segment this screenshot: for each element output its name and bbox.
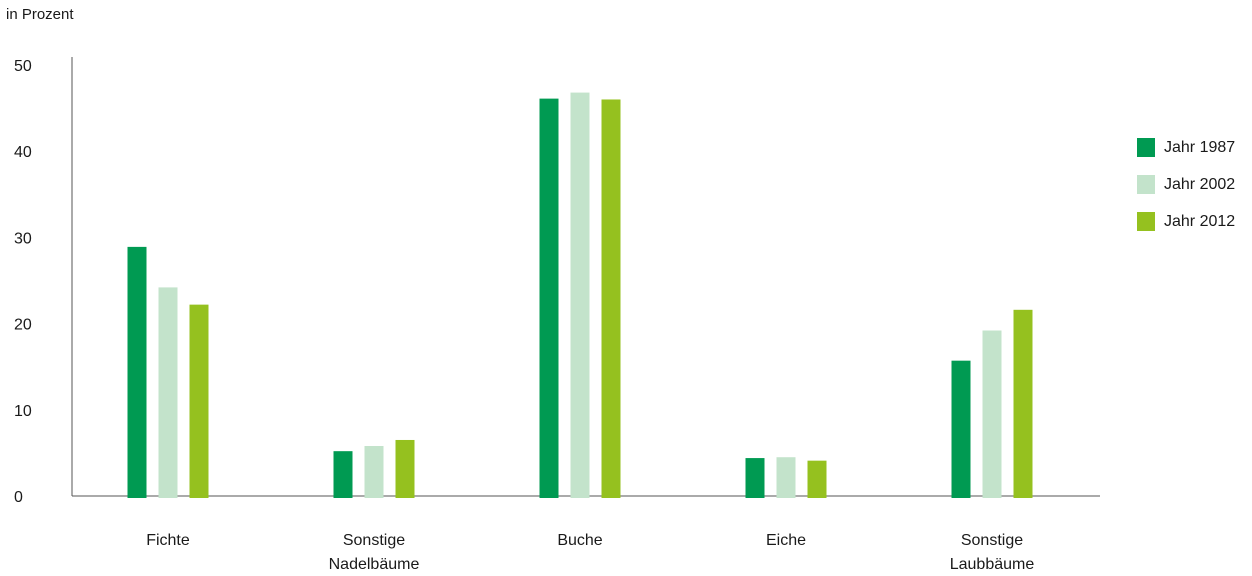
legend-item-2012: Jahr 2012	[1137, 212, 1235, 231]
y-axis-label: in Prozent	[6, 6, 74, 23]
y-tick-label: 50	[14, 58, 32, 75]
bar	[395, 439, 415, 498]
bar	[776, 457, 796, 498]
x-axis-labels: Fichte Sonstige Nadelbäume Buche Eiche Sonsti…	[146, 532, 1034, 573]
bar	[951, 360, 971, 498]
x-tick-label: Sonstige	[961, 532, 1023, 549]
bar	[364, 446, 384, 498]
bar	[570, 92, 590, 499]
bar	[982, 330, 1002, 498]
y-tick-label: 0	[14, 489, 23, 506]
bar	[127, 246, 147, 498]
legend-label-1987: Jahr 1987	[1164, 138, 1236, 156]
legend-swatch-2002	[1137, 175, 1155, 194]
bar	[807, 460, 827, 498]
y-tick-label: 20	[14, 317, 32, 334]
bar	[1013, 309, 1033, 498]
legend-swatch-2012	[1137, 212, 1155, 231]
x-tick-label: Nadelbäume	[329, 556, 420, 573]
x-tick-label: Buche	[557, 532, 602, 549]
bar	[189, 304, 209, 498]
x-tick-label: Eiche	[766, 532, 806, 549]
bar	[539, 98, 559, 499]
y-tick-label: 10	[14, 403, 32, 420]
x-tick-label: Sonstige	[343, 532, 405, 549]
bar	[158, 287, 178, 498]
bar	[601, 99, 621, 498]
y-axis-ticks: 0 10 20 30 40 50	[14, 58, 32, 506]
legend: Jahr 1987 Jahr 2002 Jahr 2012	[1137, 138, 1235, 249]
legend-label-2002: Jahr 2002	[1164, 175, 1236, 193]
bar	[333, 451, 353, 498]
legend-swatch-1987	[1137, 138, 1155, 157]
legend-item-2002: Jahr 2002	[1137, 175, 1235, 194]
x-tick-label: Laubbäume	[950, 556, 1035, 573]
legend-item-1987: Jahr 1987	[1137, 138, 1235, 157]
bar	[745, 458, 765, 498]
y-tick-label: 30	[14, 230, 32, 247]
legend-label-2012: Jahr 2012	[1164, 212, 1236, 230]
y-tick-label: 40	[14, 144, 32, 161]
x-tick-label: Fichte	[146, 532, 190, 549]
chart-bars	[127, 92, 1033, 499]
